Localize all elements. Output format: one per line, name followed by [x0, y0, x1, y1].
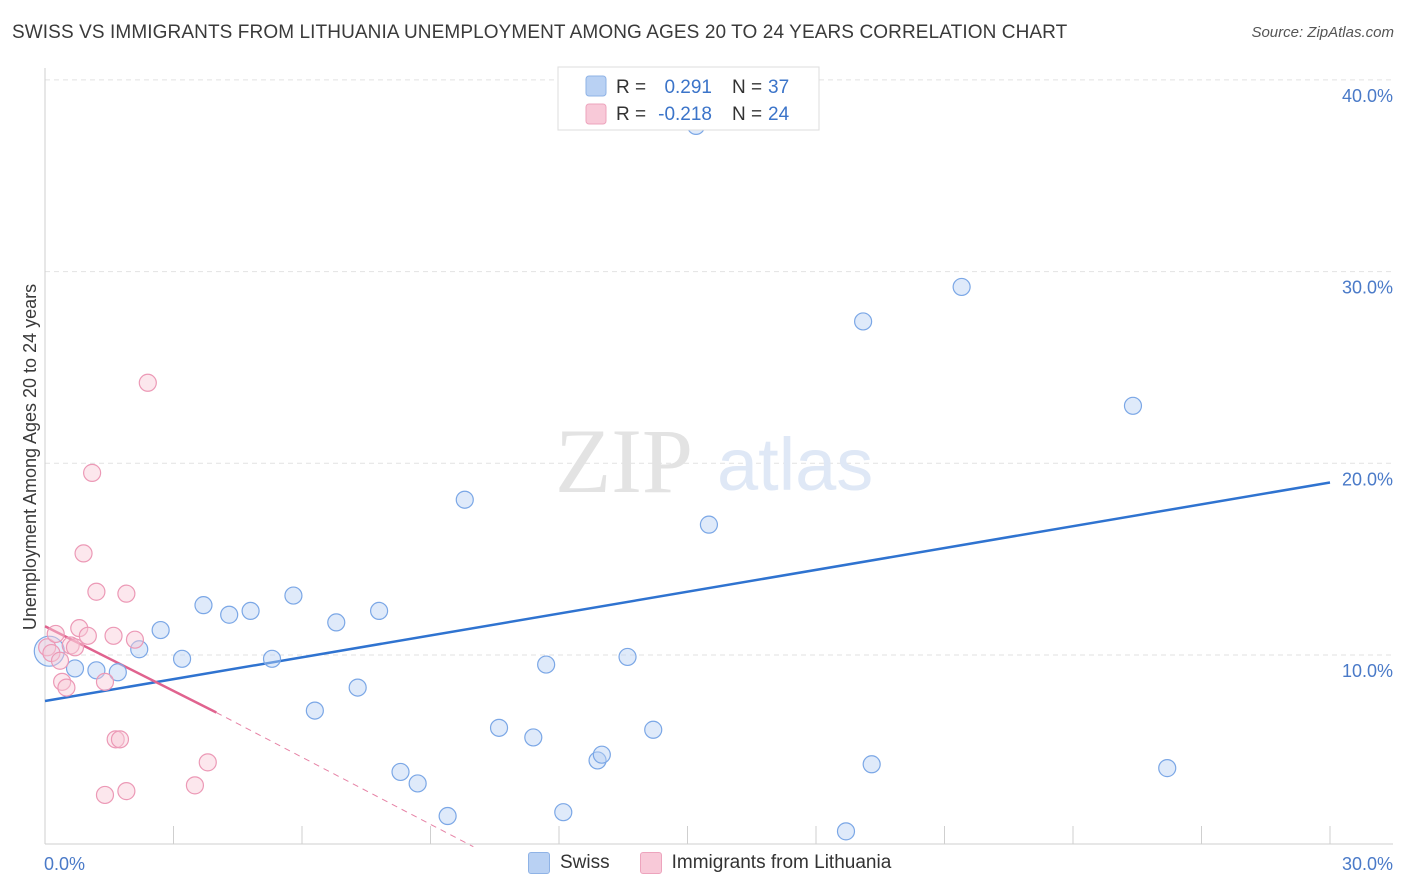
- lithuania-point-9: [74, 544, 93, 563]
- x-tick-label-0: 0.0%: [44, 854, 85, 874]
- lithuania-point-10: [78, 626, 97, 645]
- swiss-point-21: [524, 728, 543, 747]
- lithuania-point-21: [138, 373, 157, 392]
- bottom-legend: Swiss Immigrants from Lithuania: [528, 852, 921, 874]
- x-tick-label-1: 30.0%: [1342, 854, 1393, 874]
- swiss-point-23: [554, 803, 573, 822]
- swiss-point-4: [130, 640, 149, 659]
- lithuania-point-17: [110, 730, 130, 749]
- swiss-point-33: [862, 755, 881, 774]
- data-points: [33, 70, 1177, 841]
- lithuania-point-23: [198, 753, 217, 772]
- legend-item-swiss: Swiss: [528, 852, 610, 874]
- swiss-point-31: [836, 822, 856, 841]
- swiss-point-25: [592, 745, 611, 764]
- lithuania-point-5: [57, 678, 76, 697]
- swiss-swatch: [528, 852, 550, 874]
- y-tick-label-1: 20.0%: [1342, 469, 1393, 489]
- swiss-point-13: [327, 613, 346, 632]
- y-axis-label: Unemployment Among Ages 20 to 24 years: [20, 284, 40, 630]
- swiss-point-7: [194, 596, 213, 615]
- swiss-point-18: [438, 806, 457, 826]
- swiss-point-3: [108, 663, 127, 682]
- swiss-point-35: [1123, 396, 1143, 415]
- swiss-point-36: [1158, 759, 1177, 778]
- lithuania-point-13: [95, 672, 115, 691]
- trend-line-0: [44, 481, 1331, 703]
- trend-line-dashed-1: [216, 712, 474, 848]
- lithuania-point-7: [65, 638, 85, 657]
- lithuania-point-16: [104, 626, 123, 645]
- swiss-point-29: [699, 515, 719, 534]
- trend-lines: [44, 481, 1331, 848]
- lithuania-point-11: [83, 463, 102, 482]
- swiss-point-22: [537, 655, 556, 674]
- lithuania-point-22: [185, 776, 205, 795]
- swiss-point-11: [284, 586, 303, 605]
- swiss-point-5: [151, 620, 170, 640]
- axes: [44, 68, 1393, 845]
- trend-line-1: [44, 625, 217, 714]
- legend-n-label-1: N =: [732, 104, 762, 125]
- lithuania-point-18: [117, 782, 136, 801]
- y-tick-label-2: 30.0%: [1342, 278, 1393, 298]
- swiss-point-20: [489, 718, 509, 737]
- legend-r-value-0: 0.291: [664, 77, 712, 98]
- legend-n-value-0: 37: [768, 77, 789, 98]
- chart-title: SWISS VS IMMIGRANTS FROM LITHUANIA UNEMP…: [12, 22, 1068, 43]
- lithuania-point-19: [117, 584, 136, 603]
- legend-r-label-0: R =: [616, 77, 646, 98]
- legend-label-lithuania: Immigrants from Lithuania: [671, 852, 892, 873]
- swiss-point-32: [854, 312, 873, 331]
- lithuania-point-20: [125, 630, 145, 649]
- source-credit: Source: ZipAtlas.com: [1251, 24, 1394, 41]
- swiss-point-12: [305, 701, 324, 720]
- lithuania-point-3: [50, 651, 70, 670]
- gridlines: [45, 79, 1393, 656]
- legend-swatch-lithuania: [585, 103, 607, 125]
- legend-swatch-swiss: [585, 75, 607, 97]
- legend-r-label-1: R =: [616, 104, 646, 125]
- legend-n-value-1: 24: [768, 104, 790, 125]
- swiss-point-34: [952, 277, 971, 297]
- legend-item-lithuania: Immigrants from Lithuania: [639, 852, 892, 874]
- swiss-point-17: [408, 774, 427, 793]
- swiss-point-14: [348, 678, 367, 697]
- legend-r-value-1: -0.218: [658, 104, 712, 125]
- swiss-point-1: [65, 659, 85, 678]
- swiss-point-15: [370, 601, 389, 621]
- swiss-point-6: [172, 649, 192, 668]
- lithuania-swatch: [639, 852, 662, 874]
- y-tick-label-3: 40.0%: [1342, 86, 1393, 106]
- lithuania-point-15: [106, 730, 125, 749]
- lithuania-point-2: [46, 624, 65, 644]
- watermark: ZIP atlas: [555, 410, 873, 512]
- swiss-point-26: [618, 647, 637, 667]
- swiss-point-19: [455, 490, 474, 509]
- tick-labels: 10.0% 20.0% 30.0% 40.0% 0.0% 30.0%: [44, 86, 1393, 874]
- swiss-point-27: [644, 720, 663, 739]
- y-tick-label-0: 10.0%: [1342, 661, 1393, 681]
- swiss-point-16: [391, 762, 410, 782]
- swiss-point-10: [262, 649, 282, 668]
- watermark-zip: ZIP: [555, 410, 693, 512]
- swiss-point-8: [220, 605, 239, 624]
- lithuania-point-14: [95, 785, 115, 805]
- legend-n-label-0: N =: [732, 77, 762, 98]
- lithuania-point-12: [87, 582, 106, 601]
- stats-legend: R = 0.291 N = 37 R = -0.218 N = 24: [557, 66, 820, 131]
- legend-label-swiss: Swiss: [560, 852, 610, 873]
- swiss-point-9: [241, 601, 260, 621]
- watermark-atlas: atlas: [717, 423, 873, 506]
